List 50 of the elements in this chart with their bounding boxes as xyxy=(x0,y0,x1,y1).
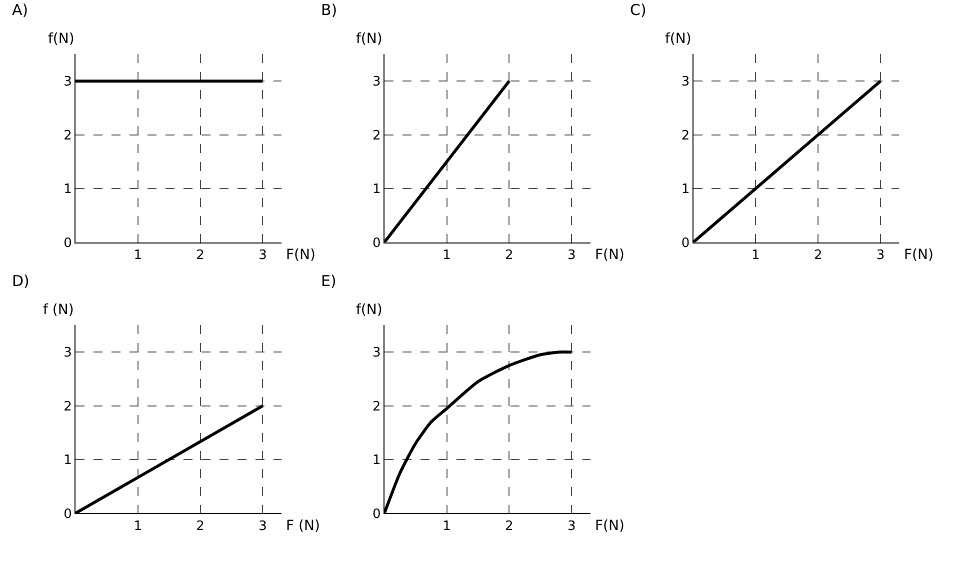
y-axis-title: f (N) xyxy=(43,302,74,318)
y-tick-label: 1 xyxy=(372,182,381,198)
x-tick-label: 2 xyxy=(505,518,514,534)
y-tick-label: 3 xyxy=(64,346,72,361)
y-tick-label: 0 xyxy=(372,236,381,251)
y-tick-label: 3 xyxy=(372,74,381,90)
chart-title: B) xyxy=(321,1,338,19)
chart-title: A) xyxy=(12,1,28,19)
x-axis-title: F(N) xyxy=(595,518,624,534)
x-axis-title: F(N) xyxy=(286,247,316,263)
x-axis-title: F(N) xyxy=(904,247,934,263)
x-tick-label: 3 xyxy=(876,248,885,263)
y-tick-label: 2 xyxy=(64,128,72,144)
y-tick-label: 0 xyxy=(64,236,72,251)
y-tick-label: 2 xyxy=(372,399,381,414)
x-tick-label: 1 xyxy=(442,518,451,534)
x-axis-title: F (N) xyxy=(286,518,320,534)
y-tick-label: 0 xyxy=(372,506,381,522)
y-axis-title: f(N) xyxy=(356,302,382,318)
x-axis-title: F(N) xyxy=(595,247,624,263)
x-tick-label: 2 xyxy=(814,248,822,263)
y-tick-label: 3 xyxy=(64,74,72,90)
x-tick-label: 2 xyxy=(196,518,204,534)
chart-title: D) xyxy=(12,272,30,290)
x-tick-label: 1 xyxy=(134,248,142,263)
y-axis-title: f(N) xyxy=(665,31,692,47)
x-tick-label: 3 xyxy=(567,518,576,534)
y-tick-label: 1 xyxy=(681,182,690,198)
y-tick-label: 3 xyxy=(372,346,381,361)
x-tick-label: 1 xyxy=(752,248,760,263)
y-axis-title: f(N) xyxy=(356,31,382,47)
x-tick-label: 3 xyxy=(258,248,267,263)
x-tick-label: 1 xyxy=(134,518,142,534)
y-tick-label: 2 xyxy=(372,128,381,144)
y-tick-label: 2 xyxy=(64,399,72,414)
x-tick-label: 2 xyxy=(505,248,514,263)
y-axis-title: f(N) xyxy=(48,31,74,47)
y-tick-label: 0 xyxy=(681,236,690,251)
chart-title: C) xyxy=(630,1,646,19)
y-tick-label: 1 xyxy=(64,182,72,198)
y-tick-label: 0 xyxy=(64,506,72,522)
x-tick-label: 2 xyxy=(196,248,204,263)
y-tick-label: 3 xyxy=(681,74,690,90)
y-tick-label: 2 xyxy=(681,128,690,144)
y-tick-label: 1 xyxy=(64,453,72,468)
chart-title: E) xyxy=(321,272,336,290)
x-tick-label: 3 xyxy=(567,248,576,263)
x-tick-label: 3 xyxy=(258,518,267,534)
y-tick-label: 1 xyxy=(372,453,381,468)
x-tick-label: 1 xyxy=(442,248,451,263)
